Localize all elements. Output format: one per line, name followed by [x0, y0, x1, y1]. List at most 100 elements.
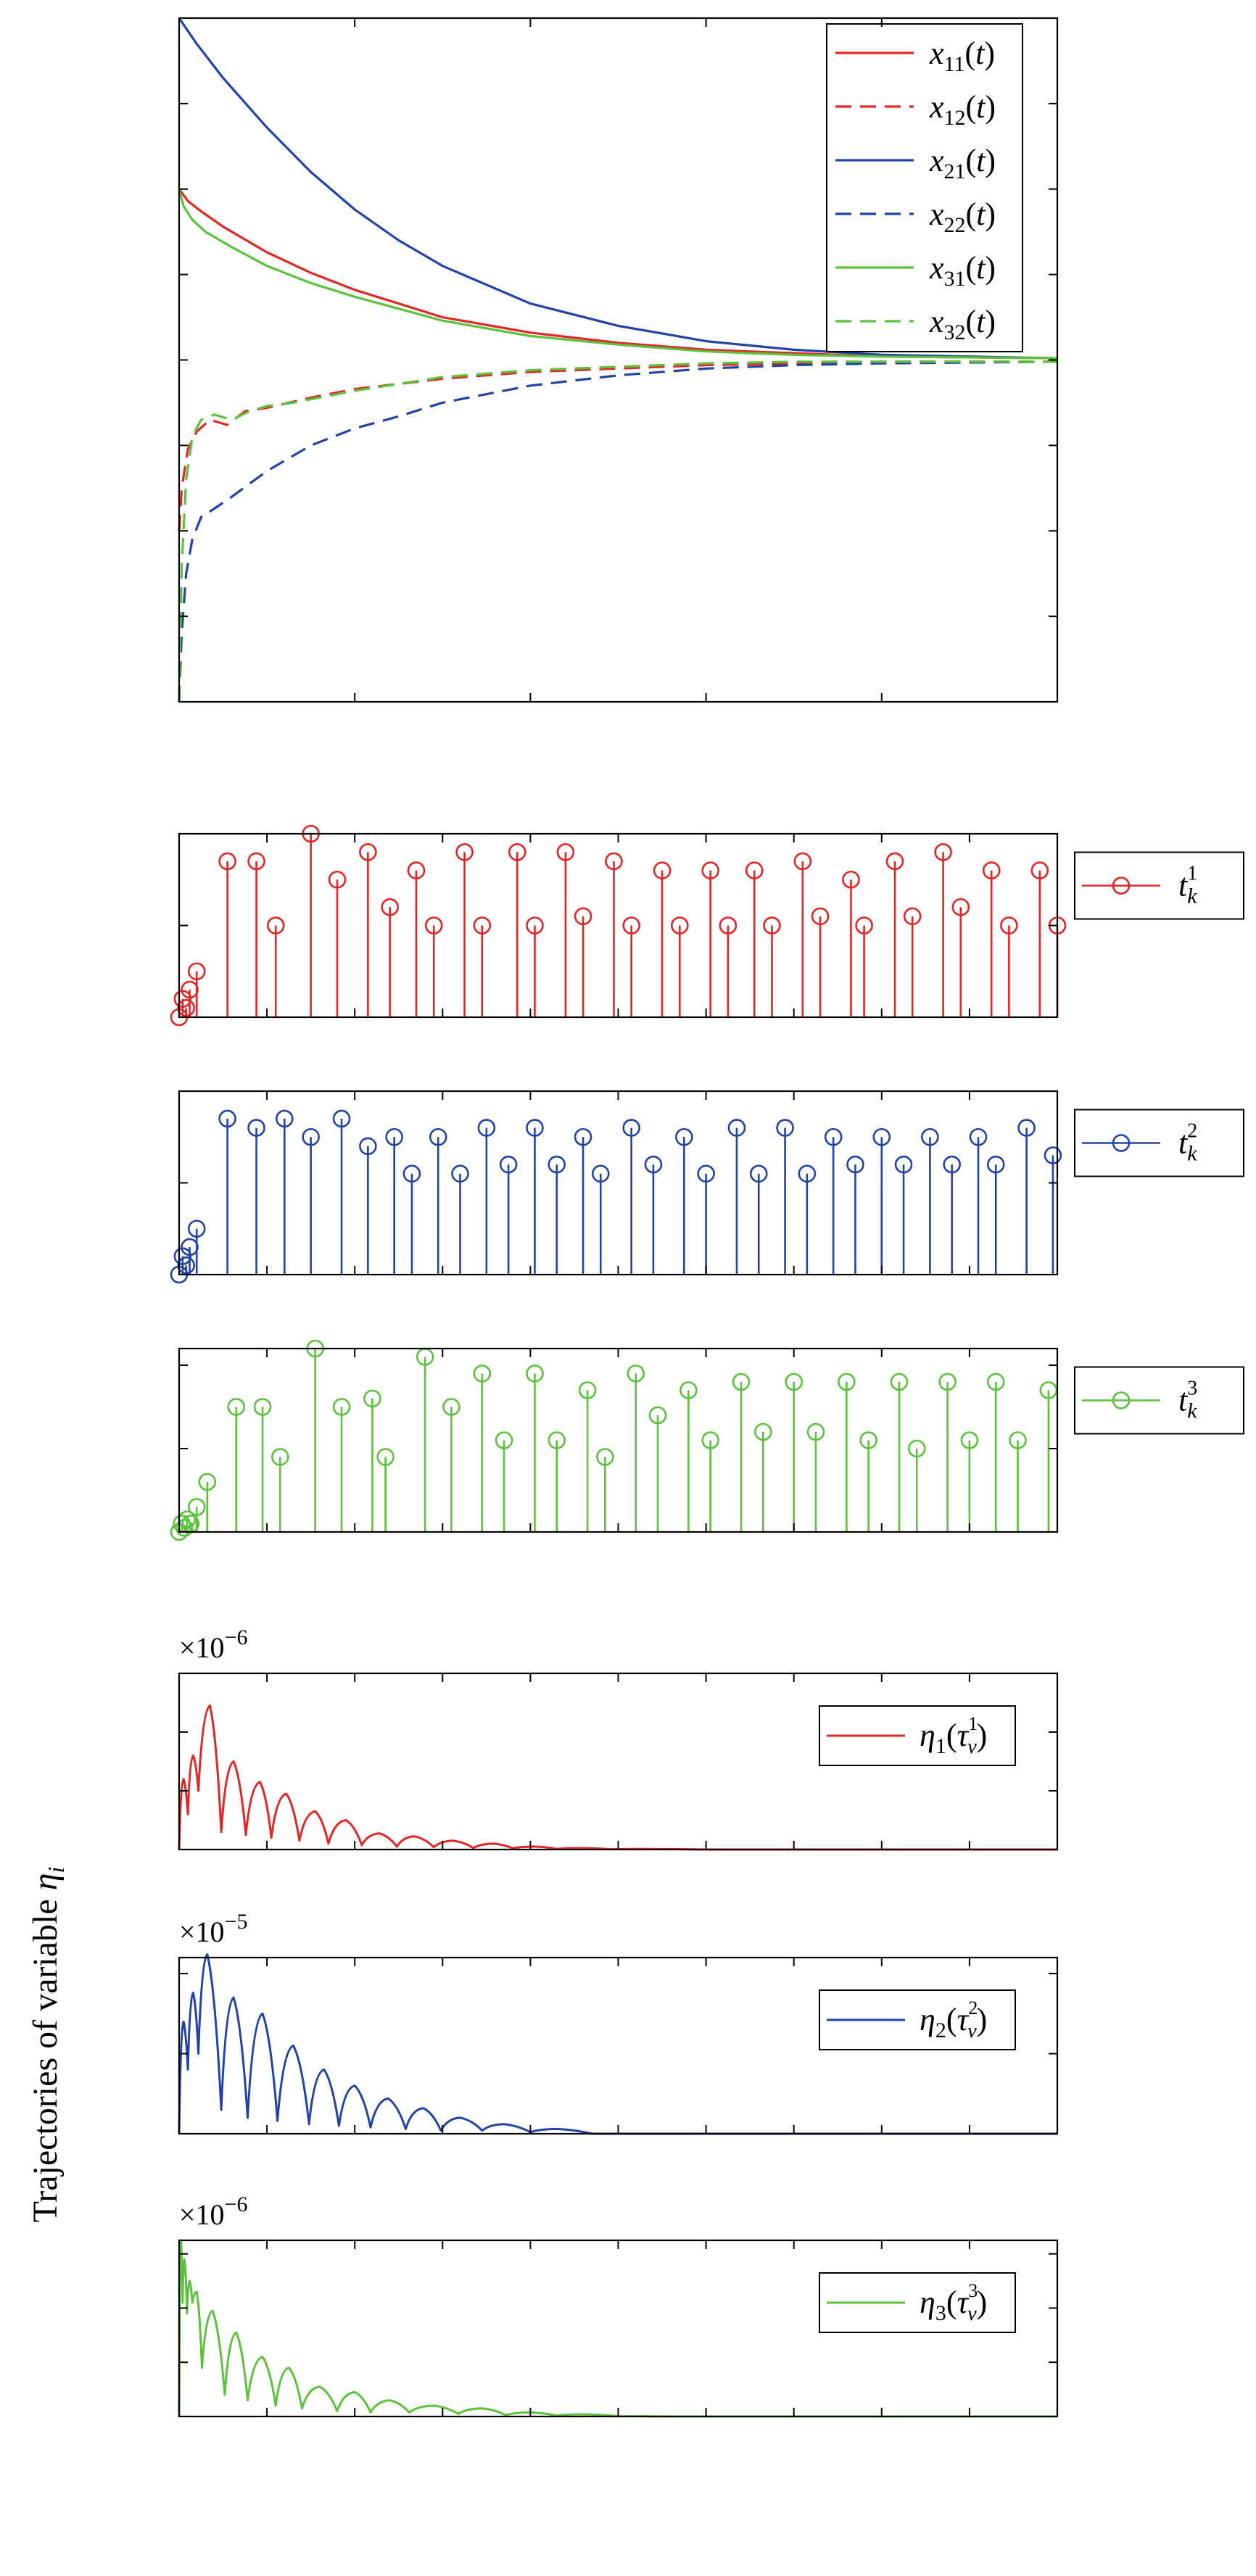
stem-marker — [798, 1164, 817, 1183]
stem-marker — [402, 1164, 421, 1183]
stem-marker — [1000, 916, 1018, 935]
stem-marker — [648, 1406, 667, 1425]
stem-marker — [177, 1256, 195, 1275]
stem-marker — [644, 1155, 663, 1174]
trajectories-panel: x11(t) x12(t) x21(t) x22(t) x31(t) x32(t) — [178, 17, 1059, 703]
series-line-21 — [178, 17, 1058, 360]
stem-marker — [381, 898, 399, 916]
stem-marker — [1039, 1381, 1058, 1399]
legend-entry-32: x32(t) — [929, 304, 996, 344]
stem-marker — [855, 916, 873, 935]
stem-marker — [719, 916, 738, 935]
stem-marker — [1044, 1146, 1062, 1164]
stem-marker — [1009, 1431, 1027, 1449]
stem-marker — [605, 852, 623, 871]
stem-marker — [424, 916, 443, 935]
legend-marker — [1112, 877, 1131, 895]
legend-entry: t2 k — [1178, 1120, 1197, 1166]
stem-marker — [187, 1219, 206, 1238]
stem-marker — [499, 1155, 518, 1174]
legend-entry: t1 k — [1178, 863, 1197, 908]
stem-marker — [526, 1364, 544, 1383]
stem-marker — [227, 1398, 246, 1416]
stem-marker — [556, 843, 575, 861]
stem-marker — [451, 1164, 469, 1183]
stem-marker — [429, 1127, 447, 1146]
stem-marker — [332, 1398, 351, 1416]
stem-marker — [903, 907, 922, 926]
eta-panel-3: ×10−6 η3(τ3 v) — [178, 2192, 1059, 2418]
stem-marker — [960, 1431, 979, 1449]
stem-marker — [934, 843, 952, 861]
stem-marker — [574, 907, 592, 926]
legend-marker — [1112, 1391, 1131, 1409]
stem-marker — [697, 1164, 715, 1183]
stem-marker — [785, 1372, 803, 1391]
stem-marker — [187, 1498, 206, 1516]
stem-marker — [181, 980, 199, 999]
stem-marker — [266, 916, 285, 935]
stem-marker — [727, 1119, 746, 1137]
eta-panel-1: ×10−6 η1(τ1 v) — [178, 1625, 1059, 1851]
stem-marker — [455, 843, 474, 861]
eta-series-line — [178, 1705, 1057, 1851]
stem-marker — [986, 1155, 1005, 1174]
stem-marker — [473, 1364, 492, 1383]
stem-marker — [276, 1109, 294, 1128]
stem-marker — [253, 1398, 272, 1416]
stem-marker — [247, 852, 265, 871]
legend-box — [819, 1989, 1016, 2050]
stem-marker — [1017, 1119, 1036, 1137]
stem-marker — [986, 1372, 1005, 1391]
legend-entry: η2(τ2 v) — [920, 1997, 987, 2042]
stem-marker — [622, 1119, 640, 1137]
stem-marker — [198, 1473, 217, 1491]
stem-marker — [859, 1431, 877, 1449]
stem-marker — [622, 916, 640, 935]
stem-marker — [328, 870, 347, 889]
legend-marker — [1112, 1134, 1131, 1152]
stem-marker — [894, 1155, 913, 1174]
stem-marker — [596, 1448, 614, 1466]
stem-marker — [701, 1431, 719, 1449]
stem-marker — [793, 852, 812, 871]
stem-marker — [363, 1389, 381, 1408]
stem-marker — [890, 1372, 909, 1391]
stem-marker — [627, 1364, 645, 1383]
stem-marker — [247, 1119, 265, 1137]
stem-marker — [270, 1448, 289, 1466]
stem-marker — [885, 852, 904, 871]
stem-marker — [218, 852, 236, 871]
stem-marker — [473, 916, 492, 935]
stem-marker — [442, 1398, 460, 1416]
stem-marker — [749, 1164, 768, 1183]
stem-marker — [846, 1155, 864, 1174]
stem-marker — [332, 1109, 351, 1128]
stem-marker — [508, 843, 526, 861]
stem-marker — [591, 1164, 610, 1183]
stem-marker — [574, 1127, 592, 1146]
stem-marker — [181, 1238, 199, 1256]
y-axis-label-eta: Trajectories of variable ηi — [26, 1867, 69, 2223]
legend-entry-21: x21(t) — [929, 143, 996, 183]
stem-marker — [943, 1155, 961, 1174]
stem-marker — [376, 1448, 394, 1466]
stem-marker — [732, 1372, 751, 1391]
stem-marker — [776, 1119, 794, 1137]
legend-entry-12: x12(t) — [929, 89, 996, 130]
stem-marker — [824, 1127, 843, 1146]
legend-entry: t3 k — [1178, 1378, 1197, 1423]
stem-marker — [679, 1381, 698, 1399]
series-line-11 — [178, 188, 1058, 360]
legend-box — [826, 23, 1023, 352]
stem-marker — [218, 1109, 236, 1128]
stem-marker — [951, 898, 970, 916]
intervals-panel-2: t2 k — [170, 1090, 1244, 1284]
eta-panel-2: ×10−5 η2(τ2 v) — [178, 1910, 1059, 2135]
stem-marker — [811, 907, 830, 926]
stem-marker — [675, 1127, 693, 1146]
stem-marker — [653, 861, 672, 879]
series-line-22 — [178, 360, 1058, 703]
stem-marker — [842, 870, 860, 889]
stem-marker — [477, 1119, 496, 1137]
